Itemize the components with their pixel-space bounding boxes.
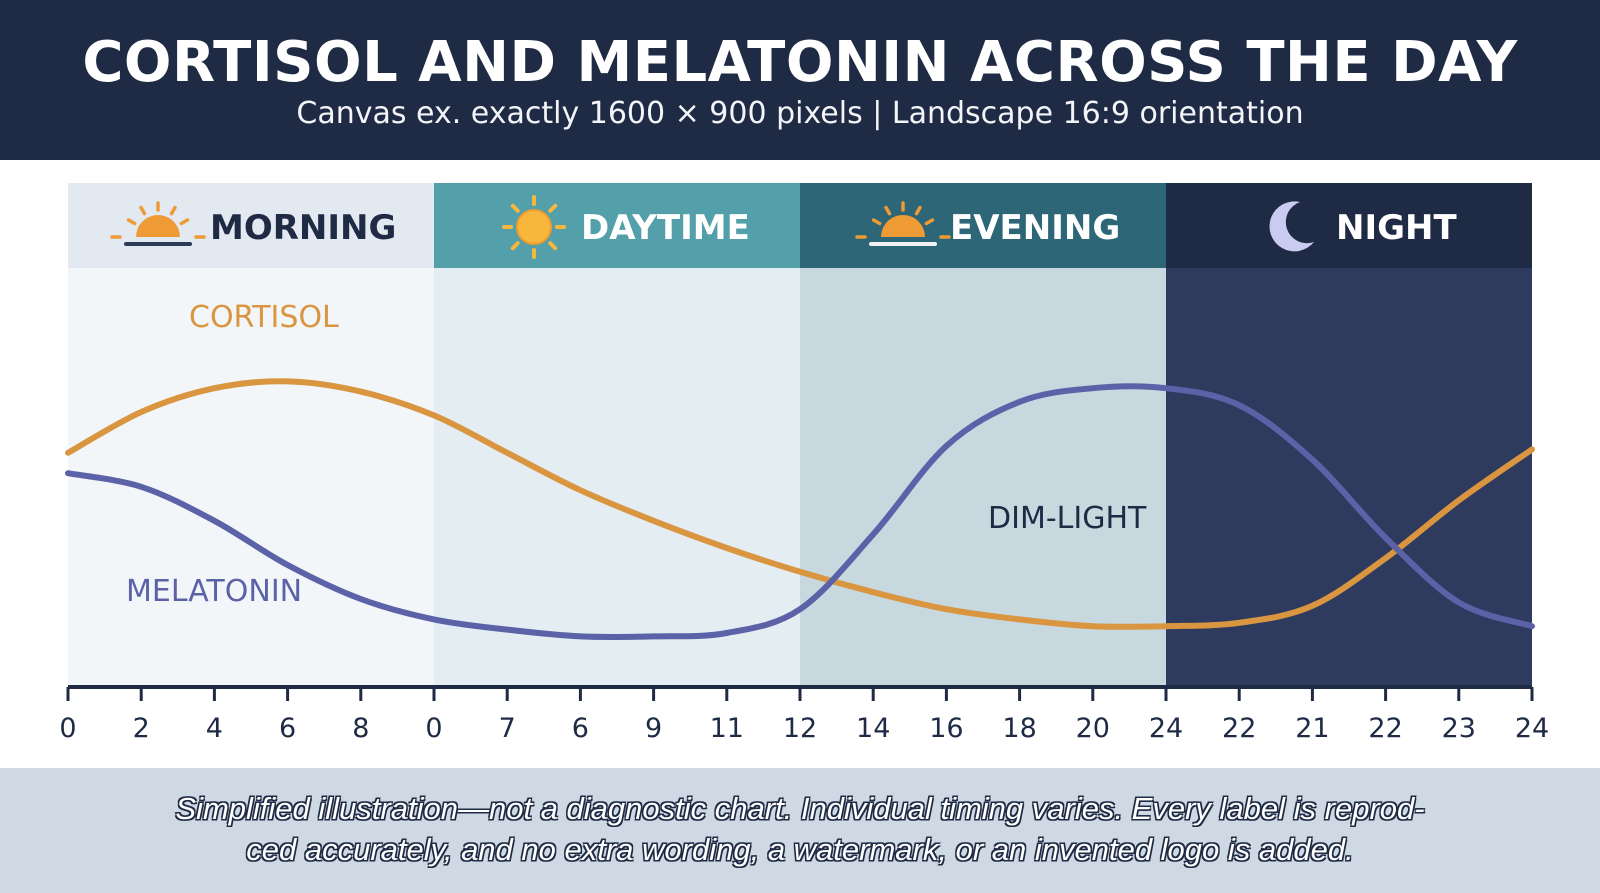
band-body-daytime bbox=[434, 268, 800, 687]
sun-half bbox=[881, 215, 925, 237]
series-line-melatonin bbox=[65, 383, 1535, 641]
sun-ray bbox=[924, 218, 935, 226]
sun-half bbox=[136, 215, 180, 237]
x-tick-label: 0 bbox=[59, 713, 76, 744]
x-axis: 0 2 4 6 8 0 7 6 9 11 12 14 16 18 20 24 22 21 22 23 24 bbox=[59, 685, 1549, 744]
time-bands: MORNING DAYTIME EVENING NIGHT bbox=[68, 183, 1532, 687]
disclaimer-text: Simplified illustration—not a diagnostic… bbox=[175, 791, 1425, 867]
x-tick-label: 24 bbox=[1149, 713, 1183, 744]
x-tick-label: 11 bbox=[710, 713, 744, 744]
x-tick-label: 8 bbox=[352, 713, 369, 744]
x-tick-label: 6 bbox=[279, 713, 296, 744]
x-tick-label: 0 bbox=[425, 713, 442, 744]
band-header-daytime bbox=[434, 183, 800, 268]
x-tick-label: 6 bbox=[572, 713, 589, 744]
melatonin-label: MELATONIN bbox=[126, 574, 302, 609]
sunrise-icon bbox=[110, 201, 206, 246]
hormone-curves bbox=[65, 378, 1535, 641]
sun-ray bbox=[510, 241, 520, 251]
sun-ray bbox=[179, 218, 190, 226]
band-header-evening bbox=[800, 183, 1166, 268]
band-label-night: NIGHT bbox=[1336, 208, 1457, 248]
sun-ray bbox=[510, 203, 520, 213]
x-tick-label: 23 bbox=[1442, 713, 1476, 744]
sun-ray bbox=[126, 218, 137, 226]
x-tick-label: 20 bbox=[1076, 713, 1110, 744]
x-tick-label: 4 bbox=[206, 713, 223, 744]
series-line-cortisol bbox=[65, 378, 1535, 630]
sunset-icon bbox=[855, 201, 951, 246]
band-body-morning bbox=[68, 268, 434, 687]
cortisol-label: CORTISOL bbox=[189, 300, 339, 335]
sun-ray bbox=[548, 241, 558, 251]
x-tick-label: 22 bbox=[1222, 713, 1256, 744]
chart-title: CORTISOL AND MELATONIN ACROSS THE DAY bbox=[82, 30, 1518, 95]
x-tick-label: 12 bbox=[783, 713, 817, 744]
sun-ray bbox=[914, 205, 922, 216]
band-label-morning: MORNING bbox=[210, 208, 396, 248]
sun-core bbox=[516, 209, 552, 245]
footer-note: Simplified illustration—not a diagnostic… bbox=[0, 768, 1600, 893]
x-tick-label: 9 bbox=[645, 713, 662, 744]
x-tick-label: 16 bbox=[929, 713, 963, 744]
band-label-evening: EVENING bbox=[950, 208, 1120, 248]
moon-shape bbox=[1269, 201, 1314, 252]
x-tick-label: 2 bbox=[133, 713, 150, 744]
sun-icon bbox=[502, 195, 566, 259]
sun-ray bbox=[139, 205, 147, 216]
chart-subtitle: Canvas ex. exactly 1600 × 900 pixels | L… bbox=[296, 96, 1304, 131]
x-tick-label: 21 bbox=[1295, 713, 1329, 744]
sun-ray bbox=[884, 205, 892, 216]
x-tick-label: 7 bbox=[499, 713, 516, 744]
x-tick-label: 14 bbox=[856, 713, 890, 744]
x-tick-label: 22 bbox=[1368, 713, 1402, 744]
hormone-chart: MORNING DAYTIME EVENING NIGHT CORTISOL MELA… bbox=[59, 183, 1549, 744]
sun-ray bbox=[871, 218, 882, 226]
x-tick-label: 24 bbox=[1515, 713, 1549, 744]
curve-labels: CORTISOL MELATONIN DIM-LIGHT bbox=[126, 300, 1147, 609]
band-label-daytime: DAYTIME bbox=[581, 208, 750, 248]
sun-ray bbox=[548, 203, 558, 213]
x-tick-label: 18 bbox=[1002, 713, 1036, 744]
band-header-morning bbox=[68, 183, 434, 268]
dim-light-label: DIM-LIGHT bbox=[988, 501, 1147, 536]
sun-ray bbox=[169, 205, 177, 216]
band-body-night bbox=[1166, 268, 1532, 687]
band-header-night bbox=[1166, 183, 1532, 268]
header-banner: CORTISOL AND MELATONIN ACROSS THE DAY Ca… bbox=[0, 0, 1600, 160]
moon-icon bbox=[1269, 201, 1314, 252]
